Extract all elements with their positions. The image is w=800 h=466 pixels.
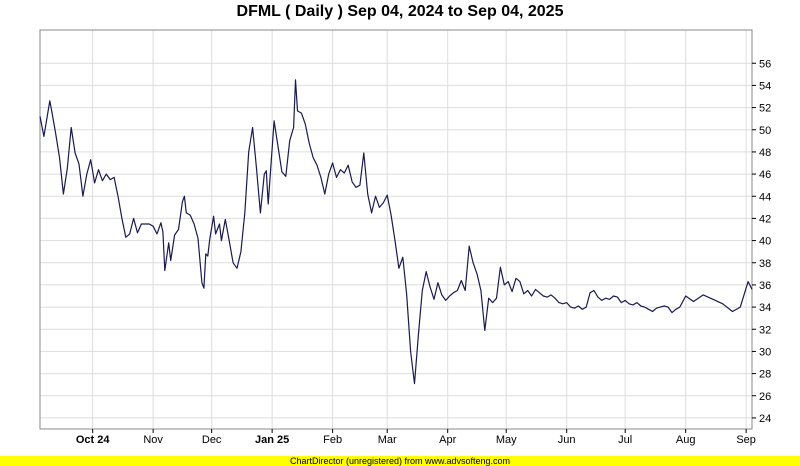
y-tick-label: 24	[759, 413, 771, 425]
x-tick-label: Oct 24	[76, 434, 111, 446]
y-tick-label: 46	[759, 169, 771, 181]
y-tick-label: 42	[759, 213, 771, 225]
y-tick-label: 54	[759, 80, 771, 92]
series-layer	[39, 79, 753, 385]
x-axis: Oct 24 Nov Dec Jan 25 Feb Mar Apr May Jun Jul Aug S…	[76, 429, 756, 446]
y-tick-label: 50	[759, 125, 771, 137]
grid-lines	[40, 30, 752, 429]
y-tick-label: 56	[759, 58, 771, 70]
x-tick-label: Dec	[202, 434, 222, 446]
footer-banner: ChartDirector (unregistered) from www.ad…	[0, 456, 800, 466]
chart-title: DFML ( Daily ) Sep 04, 2024 to Sep 04, 2…	[236, 3, 564, 20]
x-tick-label: Jun	[558, 434, 576, 446]
y-tick-label: 26	[759, 391, 771, 403]
y-tick-label: 48	[759, 147, 771, 159]
x-tick-label: Aug	[676, 434, 696, 446]
price-line	[39, 79, 753, 385]
x-tick-label: Apr	[439, 434, 456, 446]
y-tick-label: 34	[759, 302, 771, 314]
x-tick-label: Jan 25	[255, 434, 289, 446]
x-tick-label: Mar	[378, 434, 397, 446]
x-tick-label: Feb	[323, 434, 342, 446]
y-axis: 24 26 28 30 32 34 36 38 40 42 44 46 48 50 52 54 56	[752, 58, 771, 425]
y-tick-label: 44	[759, 191, 771, 203]
plot-area	[39, 29, 753, 430]
y-tick-label: 28	[759, 369, 771, 381]
y-tick-label: 30	[759, 346, 771, 358]
y-tick-label: 38	[759, 258, 771, 270]
x-tick-label: Jul	[618, 434, 632, 446]
y-tick-label: 40	[759, 236, 771, 248]
x-tick-label: Nov	[143, 434, 163, 446]
y-tick-label: 32	[759, 324, 771, 336]
x-tick-label: May	[496, 434, 517, 446]
y-tick-label: 36	[759, 280, 771, 292]
y-tick-label: 52	[759, 103, 771, 115]
x-tick-label: Sep	[736, 434, 756, 446]
